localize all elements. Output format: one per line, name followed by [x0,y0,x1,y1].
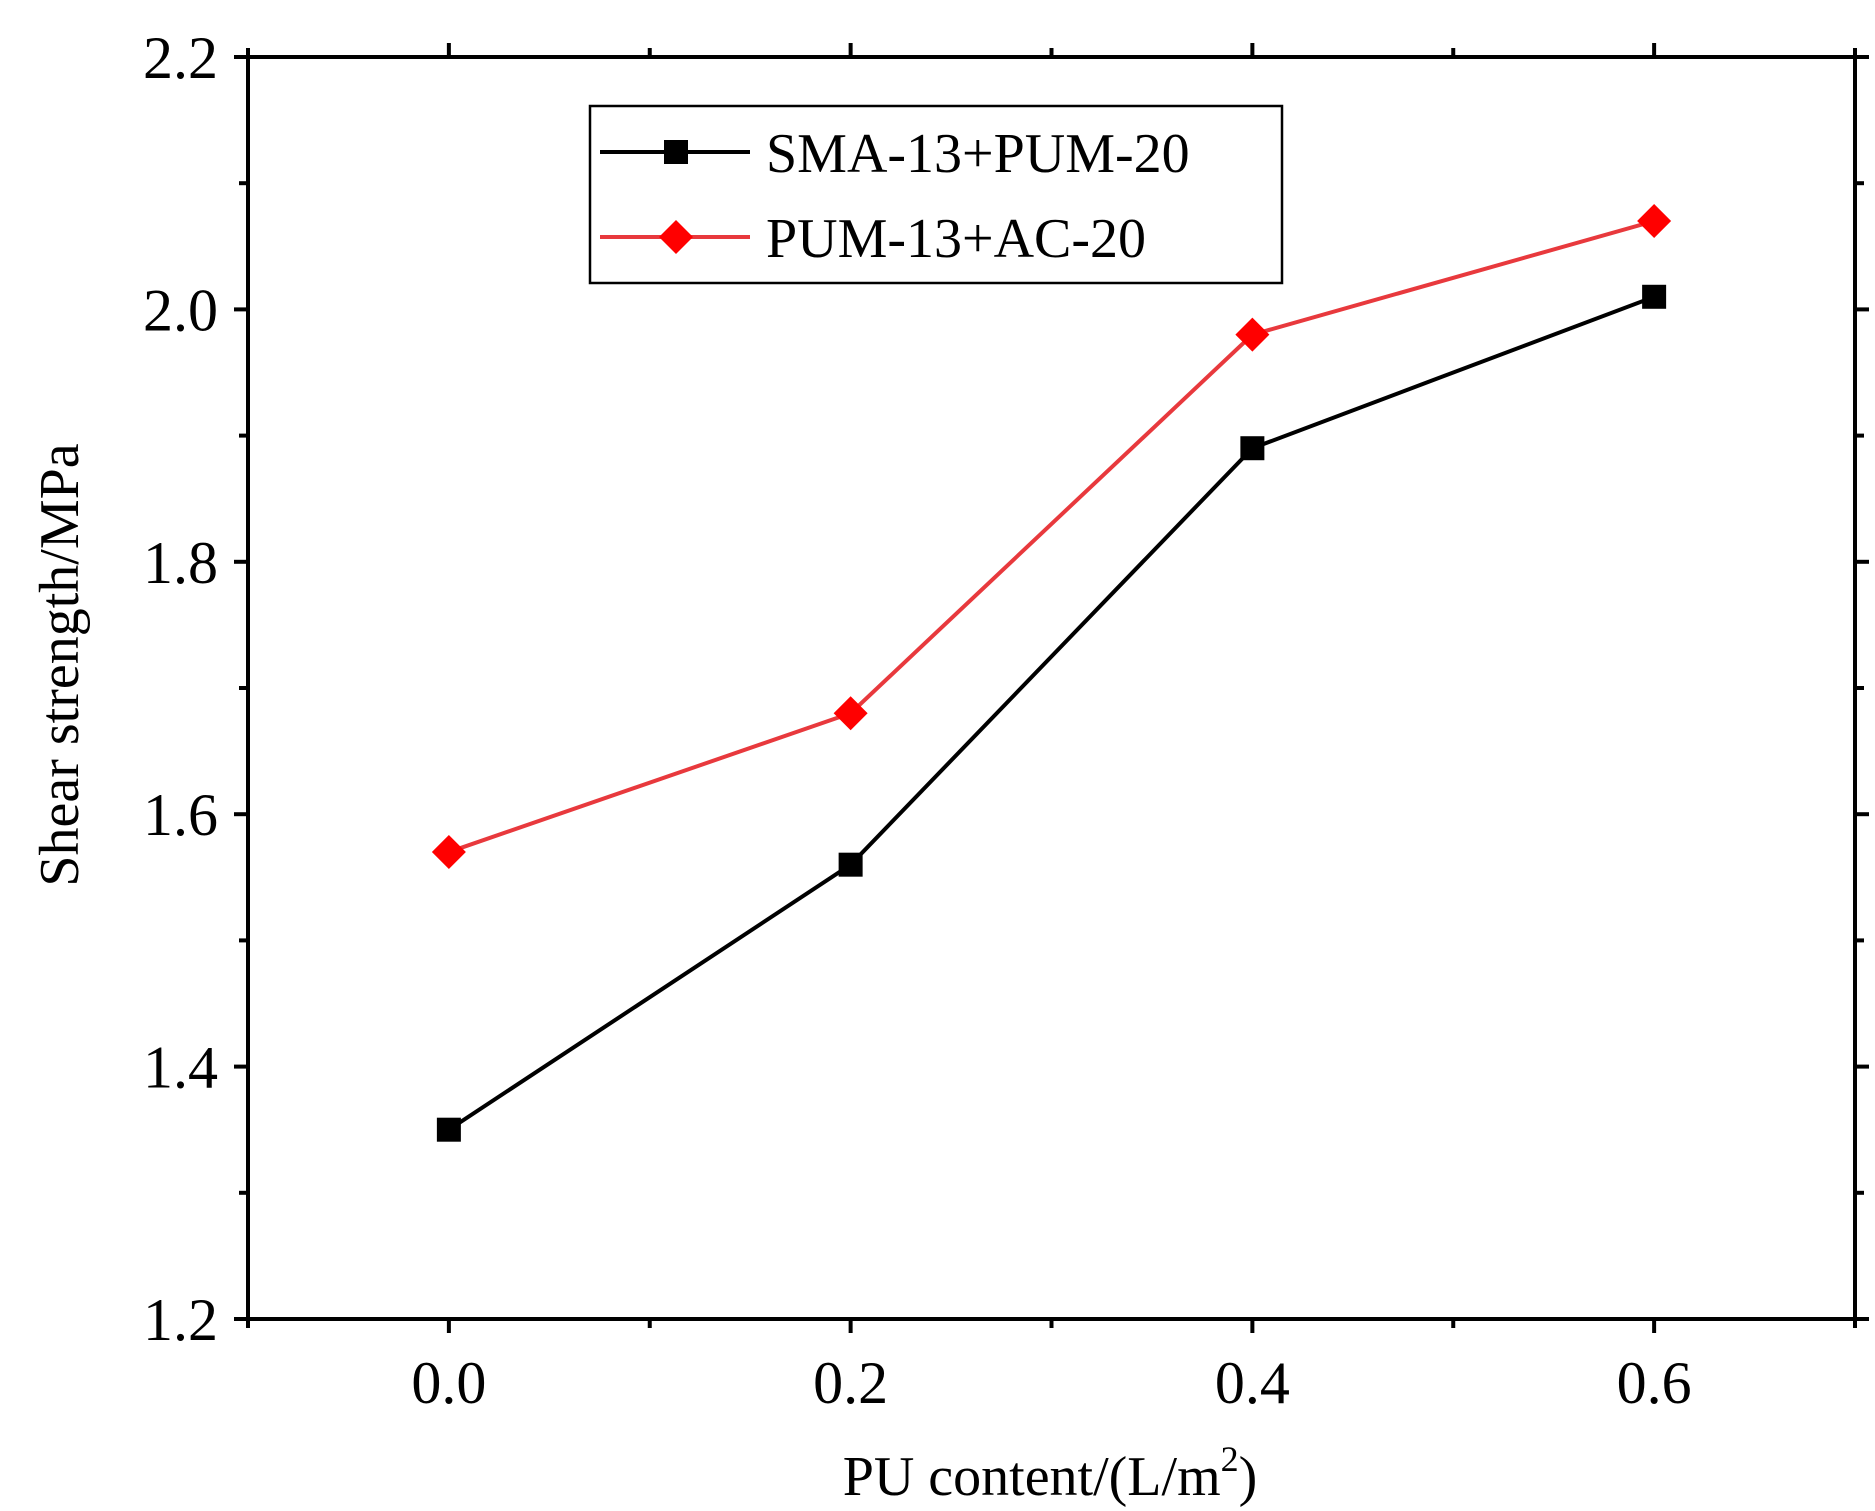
legend: SMA-13+PUM-20 PUM-13+AC-20 [588,104,1284,285]
x-axis-title-suffix: ) [1239,1446,1258,1508]
data-point-square [436,1117,461,1142]
y-axis-title: Shear strength/MPa [29,443,91,886]
x-tick-label: 0.4 [1215,1350,1290,1416]
axis-ticks [234,43,1869,1333]
y-tick-label: 1.4 [143,1035,218,1101]
y-tick-label: 2.2 [143,25,218,91]
x-axis-title: PU content/(L/m2) [843,1439,1258,1508]
x-tick-label: 0.0 [411,1350,486,1416]
y-tick-label: 2.0 [143,277,218,343]
legend-label-sma: SMA-13+PUM-20 [766,123,1190,185]
data-point-square [1240,436,1265,461]
data-point-square [838,852,863,877]
data-point-diamond [833,696,868,731]
data-point-diamond [431,835,466,870]
y-tick-label: 1.6 [143,782,218,848]
x-tick-label: 0.6 [1617,1350,1692,1416]
legend-marker-diamond [659,220,693,254]
series-line-1 [448,219,1655,854]
data-series [431,204,1672,1142]
legend-marker-square [664,140,688,164]
data-point-diamond [1235,317,1270,352]
data-point-diamond [1637,204,1672,239]
x-axis-title-superscript: 2 [1221,1439,1239,1479]
axis-tick-labels: 0.0 0.2 0.4 0.6 1.2 1.4 1.6 1.8 2.0 2.2 [143,25,1692,1416]
data-point-square [1642,284,1667,309]
x-tick-label: 0.2 [813,1350,888,1416]
y-tick-label: 1.2 [143,1287,218,1353]
legend-label-pum: PUM-13+AC-20 [766,208,1146,270]
series-line-0 [447,294,1655,1132]
y-tick-label: 1.8 [143,530,218,596]
x-axis-title-main: PU content/(L/m [843,1446,1221,1508]
legend-box [588,104,1284,285]
